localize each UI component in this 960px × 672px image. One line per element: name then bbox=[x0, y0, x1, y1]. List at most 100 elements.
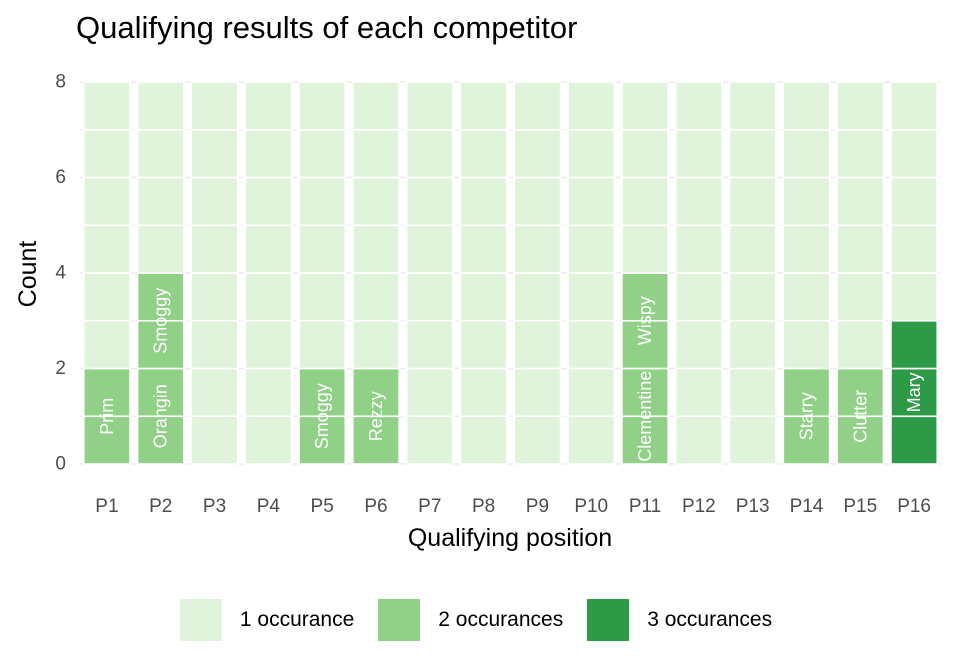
bar-unit bbox=[459, 176, 508, 227]
label-clip-group: Smoggy bbox=[312, 383, 332, 449]
bar-segment-label: Wispy bbox=[635, 296, 655, 345]
bar-unit bbox=[244, 81, 293, 131]
x-tick-label: P5 bbox=[311, 496, 334, 517]
bar-segment-label: Clementine bbox=[635, 371, 655, 462]
bar-unit bbox=[890, 319, 939, 370]
bar-unit bbox=[352, 367, 400, 418]
bar-unit bbox=[82, 176, 131, 227]
bar-unit bbox=[244, 319, 293, 370]
bar-segment-label: Mary bbox=[904, 372, 924, 412]
bar-unit bbox=[728, 272, 777, 322]
bar-unit bbox=[405, 176, 454, 227]
bar-unit bbox=[728, 367, 777, 418]
bar-layer bbox=[82, 81, 939, 465]
bar-unit bbox=[728, 415, 777, 465]
chart-title: Qualifying results of each competitor bbox=[76, 10, 578, 45]
bar-unit bbox=[352, 81, 400, 131]
bar-unit bbox=[405, 415, 454, 465]
bar-unit bbox=[621, 415, 669, 465]
label-clip-group: Orangin bbox=[151, 384, 171, 448]
bar-unit bbox=[782, 128, 831, 179]
bar-unit bbox=[190, 415, 239, 465]
label-clip-group: Starry bbox=[796, 392, 816, 440]
bar-unit bbox=[244, 224, 293, 274]
x-axis-ticks: P1 P2 P3 P4 P5 P6 P7 P8 P9 P10 P11 P12 P13 P14 P15 P16 bbox=[95, 496, 931, 517]
bar-unit bbox=[190, 367, 239, 418]
bar-unit bbox=[782, 319, 831, 370]
bar-unit bbox=[567, 272, 616, 322]
bar-unit bbox=[890, 415, 939, 465]
y-tick-label: 2 bbox=[55, 358, 66, 379]
x-tick-label: P11 bbox=[629, 496, 661, 517]
bar-unit bbox=[513, 319, 562, 370]
bar-unit bbox=[459, 319, 508, 370]
bar-unit bbox=[352, 319, 400, 370]
bar-unit bbox=[513, 415, 562, 465]
legend: 1 occurance 2 occurances 3 occurances bbox=[0, 598, 960, 642]
bar-segment-label: Clutter bbox=[850, 390, 870, 443]
bar-unit bbox=[82, 272, 131, 322]
bar-unit bbox=[782, 176, 831, 227]
bar-unit bbox=[244, 415, 293, 465]
bar-unit bbox=[513, 272, 562, 322]
bar-unit bbox=[190, 272, 239, 322]
x-tick-label: P12 bbox=[682, 496, 716, 517]
bar-unit bbox=[836, 224, 885, 274]
bar-unit bbox=[674, 319, 723, 370]
label-clip-group: Smoggy bbox=[151, 288, 171, 354]
bar-unit bbox=[459, 81, 508, 131]
bar-unit bbox=[82, 319, 131, 370]
bar-unit bbox=[136, 367, 185, 418]
bar-segment-label: Orangin bbox=[151, 384, 171, 448]
legend-item: 2 occurances bbox=[378, 599, 571, 641]
bar-unit bbox=[621, 176, 669, 227]
bar-unit bbox=[298, 272, 347, 322]
bar-unit bbox=[244, 128, 293, 179]
bar-unit bbox=[836, 319, 885, 370]
x-tick-label: P1 bbox=[95, 496, 118, 517]
legend-key bbox=[378, 599, 421, 641]
y-tick-label: 4 bbox=[55, 263, 66, 284]
bar-unit bbox=[836, 272, 885, 322]
x-tick-label: P10 bbox=[574, 496, 608, 517]
bar-unit bbox=[567, 176, 616, 227]
y-tick-label: 6 bbox=[55, 167, 66, 188]
x-tick-label: P6 bbox=[364, 496, 387, 517]
bar-unit bbox=[836, 367, 885, 418]
bar-segment-label: Smoggy bbox=[312, 383, 332, 449]
bar-unit bbox=[298, 224, 347, 274]
bar-unit bbox=[621, 319, 669, 370]
bar-unit bbox=[82, 128, 131, 179]
bar-unit bbox=[405, 128, 454, 179]
bar-unit bbox=[728, 319, 777, 370]
bar-unit bbox=[352, 415, 400, 465]
bar-unit bbox=[244, 176, 293, 227]
bar-unit bbox=[459, 272, 508, 322]
chart-canvas: Prim Orangin Smoggy Smoggy Rezzy Clementine Wi… bbox=[14, 72, 941, 552]
bar-unit bbox=[298, 319, 347, 370]
bar-unit bbox=[190, 176, 239, 227]
bar-unit bbox=[621, 367, 669, 418]
label-clip-group: Prim bbox=[97, 398, 117, 435]
x-tick-label: P15 bbox=[843, 496, 877, 517]
bar-unit bbox=[136, 128, 185, 179]
bar-unit bbox=[244, 272, 293, 322]
bar-unit bbox=[890, 224, 939, 274]
bar-unit bbox=[567, 81, 616, 131]
label-clip-group: Mary bbox=[904, 372, 924, 412]
x-tick-label: P8 bbox=[472, 496, 495, 517]
legend-label: 1 occurance bbox=[239, 608, 355, 631]
bar-unit bbox=[190, 81, 239, 131]
x-tick-label: P7 bbox=[418, 496, 441, 517]
bar-unit bbox=[405, 319, 454, 370]
bar-unit bbox=[890, 367, 939, 418]
bar-unit bbox=[674, 367, 723, 418]
bar-segment-label: Smoggy bbox=[151, 288, 171, 354]
legend-item: 3 occurances bbox=[587, 599, 780, 641]
bar-unit bbox=[459, 128, 508, 179]
bar-unit bbox=[190, 319, 239, 370]
bar-unit bbox=[513, 81, 562, 131]
bar-unit bbox=[352, 176, 400, 227]
bar-unit bbox=[728, 128, 777, 179]
bar-unit bbox=[890, 128, 939, 179]
